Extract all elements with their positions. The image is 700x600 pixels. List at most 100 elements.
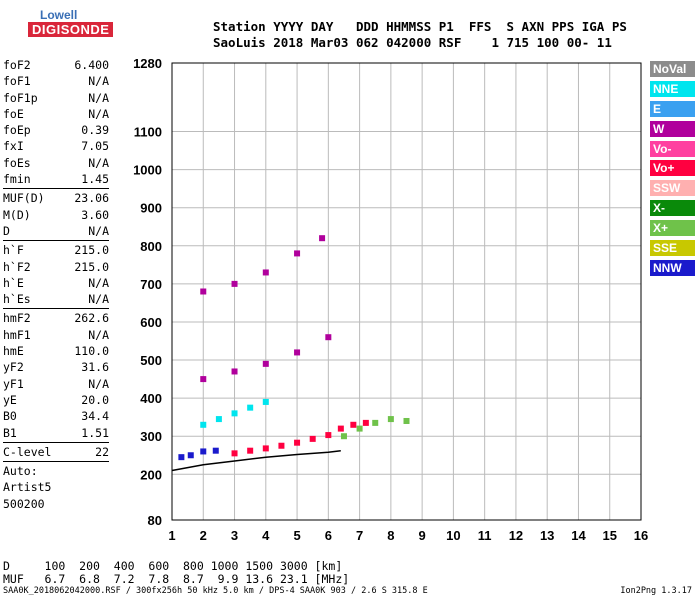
param-value: 1.51 [81,425,109,440]
param-key: h`Es [3,292,31,307]
data-point [262,360,269,367]
param-row: h`F2 215.0 [3,259,109,275]
param-separator [3,461,109,463]
y-tick-label: 900 [140,201,162,216]
data-point [294,349,301,356]
y-tick-label: 80 [148,513,162,528]
legend-item: NoVal [650,61,695,77]
param-key: Auto: [3,464,38,479]
data-point [325,334,332,341]
data-point [337,425,344,432]
param-key: yE [3,392,17,407]
param-row: C-level 22 [3,444,109,460]
param-value: 0.39 [81,123,109,138]
param-row: yF1 N/A [3,376,109,392]
y-tick-label: 1000 [133,163,162,178]
param-value: 3.60 [81,207,109,222]
param-separator [3,441,109,443]
legend-item: X- [650,200,695,217]
param-value: N/A [88,327,109,342]
param-value: N/A [88,223,109,238]
y-tick-label: 400 [140,391,162,406]
param-value: N/A [88,155,109,170]
y-tick-label: 1280 [133,56,162,71]
version-label: Ion2Png 1.3.17 [620,586,692,596]
param-row: hmE 110.0 [3,343,109,359]
param-value: 110.0 [74,344,109,359]
param-row: foEs N/A [3,155,109,171]
y-tick-label: 600 [140,315,162,330]
param-key: foF1p [3,90,38,105]
param-row: foF1p N/A [3,90,109,106]
logo-line-1: Lowell [40,8,78,22]
param-key: hmF2 [3,311,31,326]
param-row: h`F 215.0 [3,242,109,258]
logo-line-2: DIGISONDE [28,22,114,37]
y-tick-label: 300 [140,429,162,444]
data-point [187,452,194,459]
distance-row: D 100 200 400 600 800 1000 1500 3000 [km… [3,559,343,573]
data-point [231,280,238,287]
data-point [372,419,379,426]
y-tick-label: 700 [140,277,162,292]
param-value: 215.0 [74,259,109,274]
param-key: yF2 [3,360,24,375]
param-key: h`F [3,243,24,258]
x-tick-label: 16 [634,528,648,543]
x-tick-label: 11 [478,528,492,543]
polarization-legend: NoVal NNE E W Vo- Vo+ SSW X- X+ SSE NNW [650,61,695,280]
data-point [356,425,363,432]
x-tick-label: 4 [262,528,270,543]
data-point [294,250,301,257]
legend-item: Vo- [650,140,695,157]
param-key: h`F2 [3,259,31,274]
param-row: fxI 7.05 [3,138,109,154]
x-tick-label: 3 [231,528,238,543]
param-separator [3,188,109,190]
param-value: 262.6 [74,311,109,326]
param-key: 500200 [3,496,45,511]
data-point [262,445,269,452]
param-row: foEp 0.39 [3,122,109,138]
data-point [231,410,238,417]
legend-item: SSE [650,240,695,257]
y-tick-label: 200 [140,467,162,482]
param-row: M(D) 3.60 [3,207,109,223]
param-value: N/A [88,376,109,391]
y-tick-label: 800 [140,239,162,254]
param-key: MUF(D) [3,191,45,206]
legend-item: E [650,100,695,117]
param-row: MUF(D) 23.06 [3,190,109,206]
data-point [350,421,357,428]
param-row: foF1 N/A [3,73,109,89]
data-point [294,439,301,446]
param-key: M(D) [3,207,31,222]
x-tick-label: 10 [446,528,460,543]
param-key: foE [3,106,24,121]
param-value: 34.4 [81,409,109,424]
data-point [362,419,369,426]
param-key: Artist5 [3,480,52,495]
param-key: hmE [3,344,24,359]
x-tick-label: 14 [571,528,586,543]
legend-item: X+ [650,220,695,237]
param-value: N/A [88,292,109,307]
param-key: fxI [3,139,24,154]
param-row: 500200 [3,496,109,512]
x-tick-label: 15 [602,528,616,543]
data-point [215,416,222,423]
x-tick-label: 8 [387,528,394,543]
param-value: N/A [88,74,109,89]
legend-item: NNW [650,259,695,276]
param-row: B1 1.51 [3,425,109,441]
parameter-panel: foF2 6.400 foF1 N/A foF1p N/A foE N/A foEp 0.39 fx… [3,57,109,512]
x-tick-label: 5 [293,528,300,543]
param-value: N/A [88,275,109,290]
param-row: B0 34.4 [3,408,109,424]
data-point [387,416,394,423]
header-row-2: SaoLuis 2018 Mar03 062 042000 RSF 1 715 … [213,35,612,50]
data-point [319,235,326,242]
y-tick-label: 500 [140,353,162,368]
x-tick-label: 2 [200,528,207,543]
